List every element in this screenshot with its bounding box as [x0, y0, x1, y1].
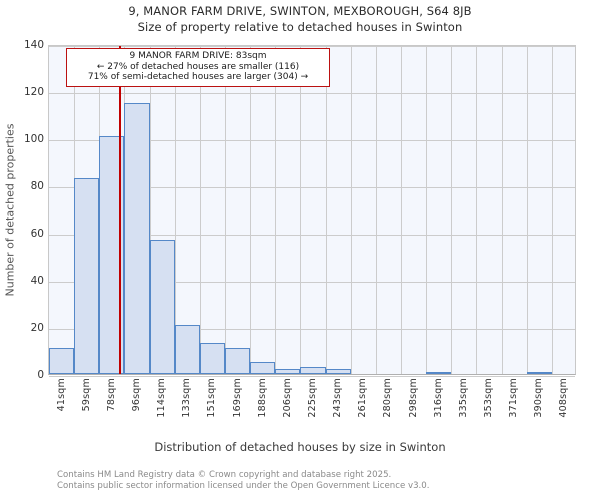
x-axis-tick-label: 316sqm: [432, 378, 444, 418]
x-axis-tick-label: 188sqm: [256, 378, 268, 418]
gridline-v: [174, 46, 176, 374]
bar: [325, 369, 351, 374]
gridline-v: [551, 46, 553, 374]
x-axis-title: Distribution of detached houses by size …: [154, 440, 446, 454]
gridline-v: [526, 46, 528, 374]
gridline-v: [451, 46, 453, 374]
x-axis-tick-label: 96sqm: [131, 378, 142, 412]
gridline-v: [375, 46, 377, 374]
x-axis-tick-label: 206sqm: [281, 378, 293, 418]
y-axis-ticks: 0 20 40 60 80 100 120 140: [0, 39, 44, 381]
x-axis-tick-label: 133sqm: [181, 378, 193, 418]
gridline-h: [49, 281, 575, 283]
x-axis-tick-label: 225sqm: [307, 378, 318, 418]
x-axis-tick-label: 353sqm: [483, 378, 494, 418]
x-axis-tick-label: 298sqm: [407, 378, 419, 418]
x-axis-ticks: 41sqm 59sqm 78sqm 96sqm 114sqm 133sqm 151sqm 16…: [48, 378, 576, 436]
bar: [426, 371, 452, 374]
footer-line-2: Contains public sector information licen…: [57, 480, 430, 491]
gridline-v: [199, 46, 201, 374]
gridline-h: [49, 140, 575, 142]
x-axis-tick-label: 261sqm: [357, 378, 369, 418]
y-axis-tick-label: 140: [23, 39, 44, 51]
gridline-h: [49, 328, 575, 330]
bar: [49, 348, 75, 374]
gridline-h: [49, 46, 575, 47]
bar: [149, 239, 175, 374]
annotation-line-2: ← 27% of detached houses are smaller (11…: [96, 61, 300, 72]
gridline-v: [149, 46, 151, 374]
x-axis-tick-label: 59sqm: [80, 378, 92, 412]
bar: [124, 102, 150, 374]
plot-area: [48, 45, 576, 377]
y-axis-tick-label: 40: [30, 274, 44, 287]
bar: [526, 371, 552, 374]
gridline-v: [275, 46, 277, 374]
gridline-v: [501, 46, 503, 374]
gridline-h: [49, 376, 575, 377]
property-marker-line: [119, 46, 122, 374]
y-axis-tick-label: 20: [30, 321, 44, 334]
gridline-h: [49, 187, 575, 189]
bar: [300, 366, 326, 374]
x-axis-tick-label: 78sqm: [105, 378, 117, 412]
bar: [275, 369, 301, 374]
y-axis-tick-label: 60: [30, 227, 44, 240]
chart-subtitle: Size of property relative to detached ho…: [137, 20, 463, 34]
annotation-box: 9 MANOR FARM DRIVE: 83sqm ← 27% of detac…: [66, 48, 330, 87]
x-axis-tick-label: 280sqm: [382, 378, 394, 418]
y-axis-tick-label: 0: [37, 369, 44, 381]
gridline-v: [401, 46, 402, 374]
bar: [199, 343, 225, 374]
bar: [250, 362, 276, 374]
x-axis-tick-label: 151sqm: [206, 378, 218, 418]
footer-line-1: Contains HM Land Registry data © Crown c…: [57, 470, 392, 480]
gridline-h: [49, 93, 575, 95]
gridline-h: [49, 234, 575, 236]
gridline-v: [225, 46, 226, 374]
x-axis-tick-label: 335sqm: [457, 378, 469, 418]
chart-title-block: 9, MANOR FARM DRIVE, SWINTON, MEXBOROUGH…: [0, 4, 600, 35]
x-axis-tick-label: 243sqm: [332, 378, 344, 418]
bar: [74, 178, 100, 374]
page-title: 9, MANOR FARM DRIVE, SWINTON, MEXBOROUGH…: [128, 4, 472, 18]
annotation-line-1: 9 MANOR FARM DRIVE: 83sqm: [129, 51, 267, 61]
x-axis-tick-label: 169sqm: [231, 378, 243, 418]
gridline-v: [300, 46, 302, 374]
y-axis-tick-label: 120: [23, 86, 44, 99]
bar: [174, 324, 200, 374]
histogram-bars: [49, 46, 575, 374]
x-axis-tick-label: 371sqm: [508, 378, 520, 418]
gridline-v: [250, 46, 252, 374]
annotation-line-3: 71% of semi-detached houses are larger (…: [87, 72, 309, 83]
gridline-v: [325, 46, 327, 374]
y-axis-tick-label: 100: [23, 133, 44, 146]
x-axis-tick-label: 41sqm: [55, 378, 67, 412]
attribution-footer: Contains HM Land Registry data © Crown c…: [57, 470, 597, 491]
gridline-v: [350, 46, 352, 374]
bar: [225, 348, 251, 374]
gridline-v: [426, 46, 428, 374]
x-axis-tick-label: 114sqm: [156, 378, 168, 418]
gridline-v: [476, 46, 478, 374]
x-axis-tick-label: 390sqm: [533, 378, 545, 418]
y-axis-tick-label: 80: [30, 180, 44, 193]
x-axis-tick-label: 408sqm: [558, 378, 570, 418]
